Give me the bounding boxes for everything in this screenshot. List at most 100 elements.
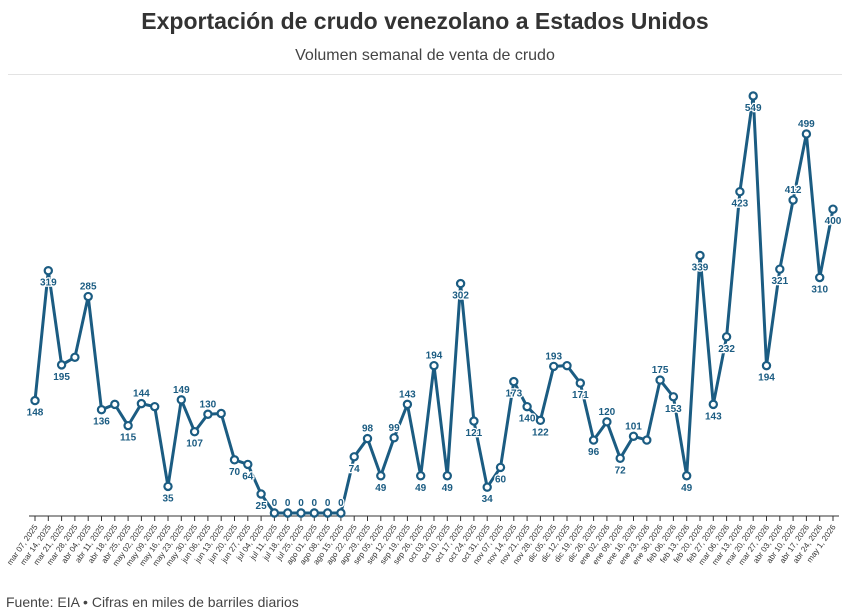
data-point bbox=[110, 399, 120, 410]
data-label: 120 bbox=[599, 407, 616, 418]
data-point bbox=[243, 459, 253, 470]
data-label: 25 bbox=[256, 501, 268, 512]
data-point bbox=[70, 352, 80, 362]
data-point bbox=[96, 404, 107, 415]
chart-title: Exportación de crudo venezolano a Estado… bbox=[141, 8, 709, 34]
data-point bbox=[349, 452, 359, 462]
data-label: 310 bbox=[811, 285, 828, 296]
data-point bbox=[815, 272, 825, 283]
data-point bbox=[469, 416, 479, 426]
data-label: 149 bbox=[173, 385, 190, 396]
data-label: 64 bbox=[242, 471, 254, 482]
data-point bbox=[588, 435, 599, 445]
data-point bbox=[695, 250, 705, 261]
data-point bbox=[748, 91, 758, 101]
data-label: 74 bbox=[349, 464, 361, 475]
data-label: 136 bbox=[93, 417, 110, 428]
data-label: 34 bbox=[482, 494, 494, 505]
data-label: 0 bbox=[298, 498, 304, 509]
data-point bbox=[376, 471, 386, 481]
data-label: 339 bbox=[692, 263, 709, 274]
data-point bbox=[509, 376, 519, 387]
data-point bbox=[256, 489, 266, 499]
data-point bbox=[549, 361, 559, 372]
data-point bbox=[389, 433, 399, 443]
data-point bbox=[761, 360, 772, 371]
data-label: 101 bbox=[625, 421, 642, 432]
data-label: 175 bbox=[652, 365, 669, 376]
data-point bbox=[708, 399, 719, 410]
data-point bbox=[296, 508, 306, 518]
data-point bbox=[628, 431, 639, 441]
data-point bbox=[522, 401, 532, 412]
data-point bbox=[136, 398, 147, 409]
data-point bbox=[642, 435, 652, 445]
data-label: 121 bbox=[466, 428, 483, 439]
data-label: 140 bbox=[519, 414, 536, 425]
data-label: 49 bbox=[681, 483, 693, 494]
data-label: 0 bbox=[272, 498, 278, 509]
data-label: 49 bbox=[442, 483, 454, 494]
data-label: 96 bbox=[588, 447, 600, 458]
data-label: 122 bbox=[532, 427, 549, 438]
data-label: 412 bbox=[785, 185, 802, 196]
data-label: 70 bbox=[229, 467, 241, 478]
data-label: 400 bbox=[825, 216, 842, 227]
data-point bbox=[615, 453, 625, 464]
data-label: 423 bbox=[732, 199, 749, 210]
data-label: 107 bbox=[186, 439, 203, 450]
data-point bbox=[30, 395, 40, 406]
data-label: 98 bbox=[362, 424, 374, 435]
data-label: 143 bbox=[399, 389, 416, 400]
data-label: 321 bbox=[771, 276, 788, 287]
data-label: 49 bbox=[415, 483, 427, 494]
data-point bbox=[495, 462, 506, 473]
data-label: 0 bbox=[312, 498, 318, 509]
data-point bbox=[429, 360, 439, 371]
data-label: 144 bbox=[133, 389, 150, 400]
data-point bbox=[322, 508, 333, 518]
data-label: 0 bbox=[285, 498, 291, 509]
data-label: 171 bbox=[572, 390, 589, 401]
data-point bbox=[402, 399, 413, 410]
data-label: 173 bbox=[505, 389, 522, 400]
data-point bbox=[575, 378, 586, 388]
data-point bbox=[309, 508, 319, 518]
data-point bbox=[43, 265, 54, 276]
data-point bbox=[269, 508, 280, 518]
data-point bbox=[189, 427, 200, 437]
data-point bbox=[735, 187, 745, 197]
data-point bbox=[176, 395, 186, 405]
data-point bbox=[203, 409, 213, 419]
data-point bbox=[149, 401, 160, 412]
data-label: 49 bbox=[375, 483, 387, 494]
source-note: Fuente: EIA • Cifras en miles de barrile… bbox=[6, 594, 299, 610]
data-point bbox=[216, 408, 226, 419]
data-label: 194 bbox=[758, 373, 775, 384]
data-label: 302 bbox=[452, 291, 469, 302]
series-line bbox=[33, 94, 835, 515]
data-point bbox=[455, 278, 466, 289]
data-point bbox=[229, 455, 240, 465]
data-label: 193 bbox=[545, 351, 562, 362]
data-point bbox=[668, 392, 679, 402]
data-label: 549 bbox=[745, 103, 762, 114]
data-point bbox=[283, 508, 293, 518]
data-label: 194 bbox=[426, 351, 443, 362]
chart-subtitle: Volumen semanal de venta de crudo bbox=[295, 47, 555, 64]
data-label: 60 bbox=[495, 474, 507, 485]
data-point bbox=[442, 471, 452, 481]
data-label: 285 bbox=[80, 282, 97, 293]
data-point bbox=[416, 471, 426, 481]
data-label: 72 bbox=[615, 465, 627, 476]
header-divider bbox=[8, 74, 842, 75]
data-point bbox=[721, 332, 732, 342]
data-label: 143 bbox=[705, 411, 722, 422]
data-label: 99 bbox=[389, 423, 401, 434]
data-label: 0 bbox=[338, 498, 344, 509]
data-point bbox=[362, 433, 373, 444]
data-point bbox=[828, 204, 838, 214]
data-point bbox=[163, 481, 173, 492]
data-point bbox=[336, 508, 346, 518]
